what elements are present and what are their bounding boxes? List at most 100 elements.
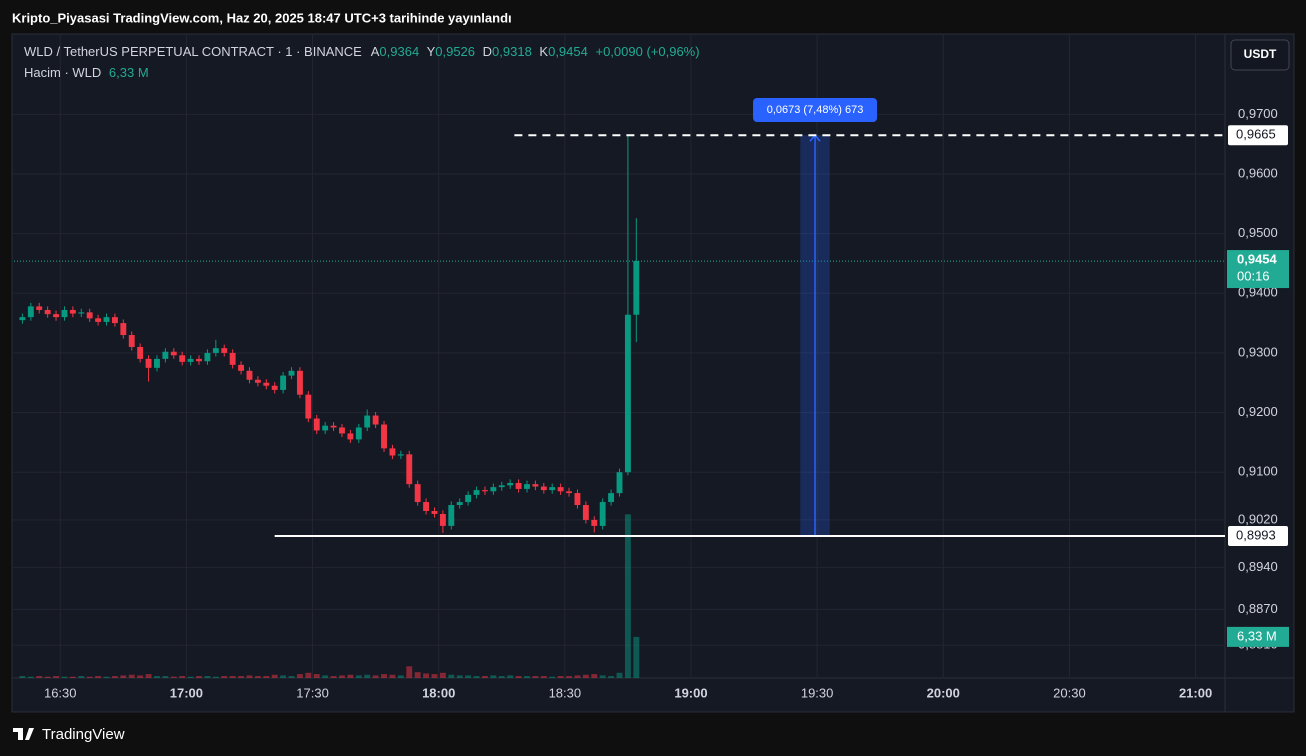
x-tick-label: 18:00 <box>422 685 455 700</box>
volume-bar <box>137 675 144 678</box>
volume-bar <box>591 674 598 678</box>
y-tick-label: 0,9500 <box>1238 225 1278 240</box>
y-tick-label: 0,9020 <box>1238 511 1278 526</box>
x-tick-label: 20:00 <box>927 685 960 700</box>
x-tick-label: 19:00 <box>674 685 707 700</box>
volume-bar <box>414 672 421 678</box>
last-price-box <box>1227 250 1289 289</box>
volume-bar <box>288 676 295 678</box>
page-title: Kripto_Piyasasi TradingView.com, Haz 20,… <box>12 10 512 25</box>
currency-button[interactable] <box>1230 39 1290 71</box>
candle-body <box>423 502 430 511</box>
candle-body <box>145 358 152 368</box>
candle-body <box>582 505 589 520</box>
volume-name: Hacim · WLD <box>24 65 101 80</box>
candle-body <box>305 394 312 419</box>
candle-body <box>355 427 362 440</box>
candle-body <box>196 358 202 362</box>
candle-body <box>372 415 379 425</box>
measure-label: 0,0673 (7,48%) 673 <box>767 104 864 116</box>
candle-body <box>330 425 337 428</box>
candle-body <box>27 306 34 318</box>
volume-bar <box>355 675 362 678</box>
volume-bar <box>524 676 530 678</box>
volume-bar <box>381 674 387 678</box>
volume-bar <box>44 676 51 678</box>
x-tick-label: 17:30 <box>296 685 329 700</box>
candle-body <box>490 487 497 492</box>
currency-button-label[interactable]: USDT <box>1244 47 1277 61</box>
volume-bar <box>624 514 631 678</box>
y-tick-label: 0,9600 <box>1238 165 1278 180</box>
volume-bar <box>246 675 253 678</box>
legend: WLD / TetherUS PERPETUAL CONTRACT · 1 · … <box>24 44 700 59</box>
y-tick-label: 0,9300 <box>1238 344 1278 359</box>
volume-bar <box>431 674 438 678</box>
candle-body <box>322 425 329 431</box>
candle-body <box>389 448 396 456</box>
volume-bar <box>448 674 455 678</box>
volume-bar <box>61 676 68 678</box>
volume-bar <box>339 675 345 678</box>
volume-bar <box>187 676 194 678</box>
volume-bar <box>271 674 278 678</box>
volume-bar <box>439 672 446 678</box>
volume-value: 6,33 M <box>109 65 149 80</box>
volume-bar <box>229 676 236 678</box>
volume-bar <box>69 676 76 678</box>
candle-body <box>599 502 606 526</box>
candle-body <box>549 487 556 491</box>
logo-mark <box>13 728 34 740</box>
volume-bar <box>473 676 480 678</box>
candle-body <box>515 482 522 489</box>
volume-bar <box>238 676 245 678</box>
price-label: 0,8993 <box>1236 527 1276 542</box>
candle-body <box>498 485 505 488</box>
price-label-box <box>1228 526 1288 547</box>
candle-body <box>608 493 615 503</box>
candle-body <box>204 352 211 362</box>
volume-bar <box>120 675 127 678</box>
open-key: A <box>371 44 380 59</box>
price-label-box <box>1228 125 1288 146</box>
volume-bar <box>111 676 118 678</box>
volume-bar <box>128 674 135 678</box>
candle-body <box>574 493 581 506</box>
candle-body <box>254 379 261 383</box>
volume-bar <box>608 676 615 678</box>
volume-bar <box>364 674 371 678</box>
candle-body <box>229 352 236 365</box>
candle-body <box>296 370 303 395</box>
candle-body <box>120 323 127 336</box>
x-tick-label: 20:30 <box>1053 685 1086 700</box>
candle-body <box>507 482 514 486</box>
volume-bar <box>557 676 564 678</box>
volume-bar <box>221 676 228 678</box>
volume-bar <box>582 674 589 678</box>
chart-panel <box>11 33 1295 713</box>
volume-bar <box>599 675 606 678</box>
candle-body <box>19 317 26 321</box>
x-tick-label: 17:00 <box>170 685 203 700</box>
candle-body <box>540 486 547 491</box>
y-tick-label: 0,9200 <box>1238 404 1278 419</box>
candle-body <box>53 314 59 318</box>
volume-bar <box>313 674 320 678</box>
volume-bar <box>263 676 270 678</box>
candle-body <box>263 382 270 386</box>
volume-bar <box>616 672 623 678</box>
measure-label-box <box>753 98 878 122</box>
grid <box>12 34 1225 678</box>
candle-body <box>179 355 186 362</box>
candle-body <box>69 309 76 314</box>
volume-label-box <box>1227 626 1289 647</box>
candle-body <box>170 351 177 356</box>
y-tick-label: 0,9100 <box>1238 464 1278 479</box>
candle-body <box>137 346 144 359</box>
x-tick-label: 21:00 <box>1179 685 1212 700</box>
volume-bar <box>532 676 539 678</box>
volume-bar <box>330 676 337 678</box>
candle-body <box>347 433 354 440</box>
volume-bar <box>103 676 110 678</box>
